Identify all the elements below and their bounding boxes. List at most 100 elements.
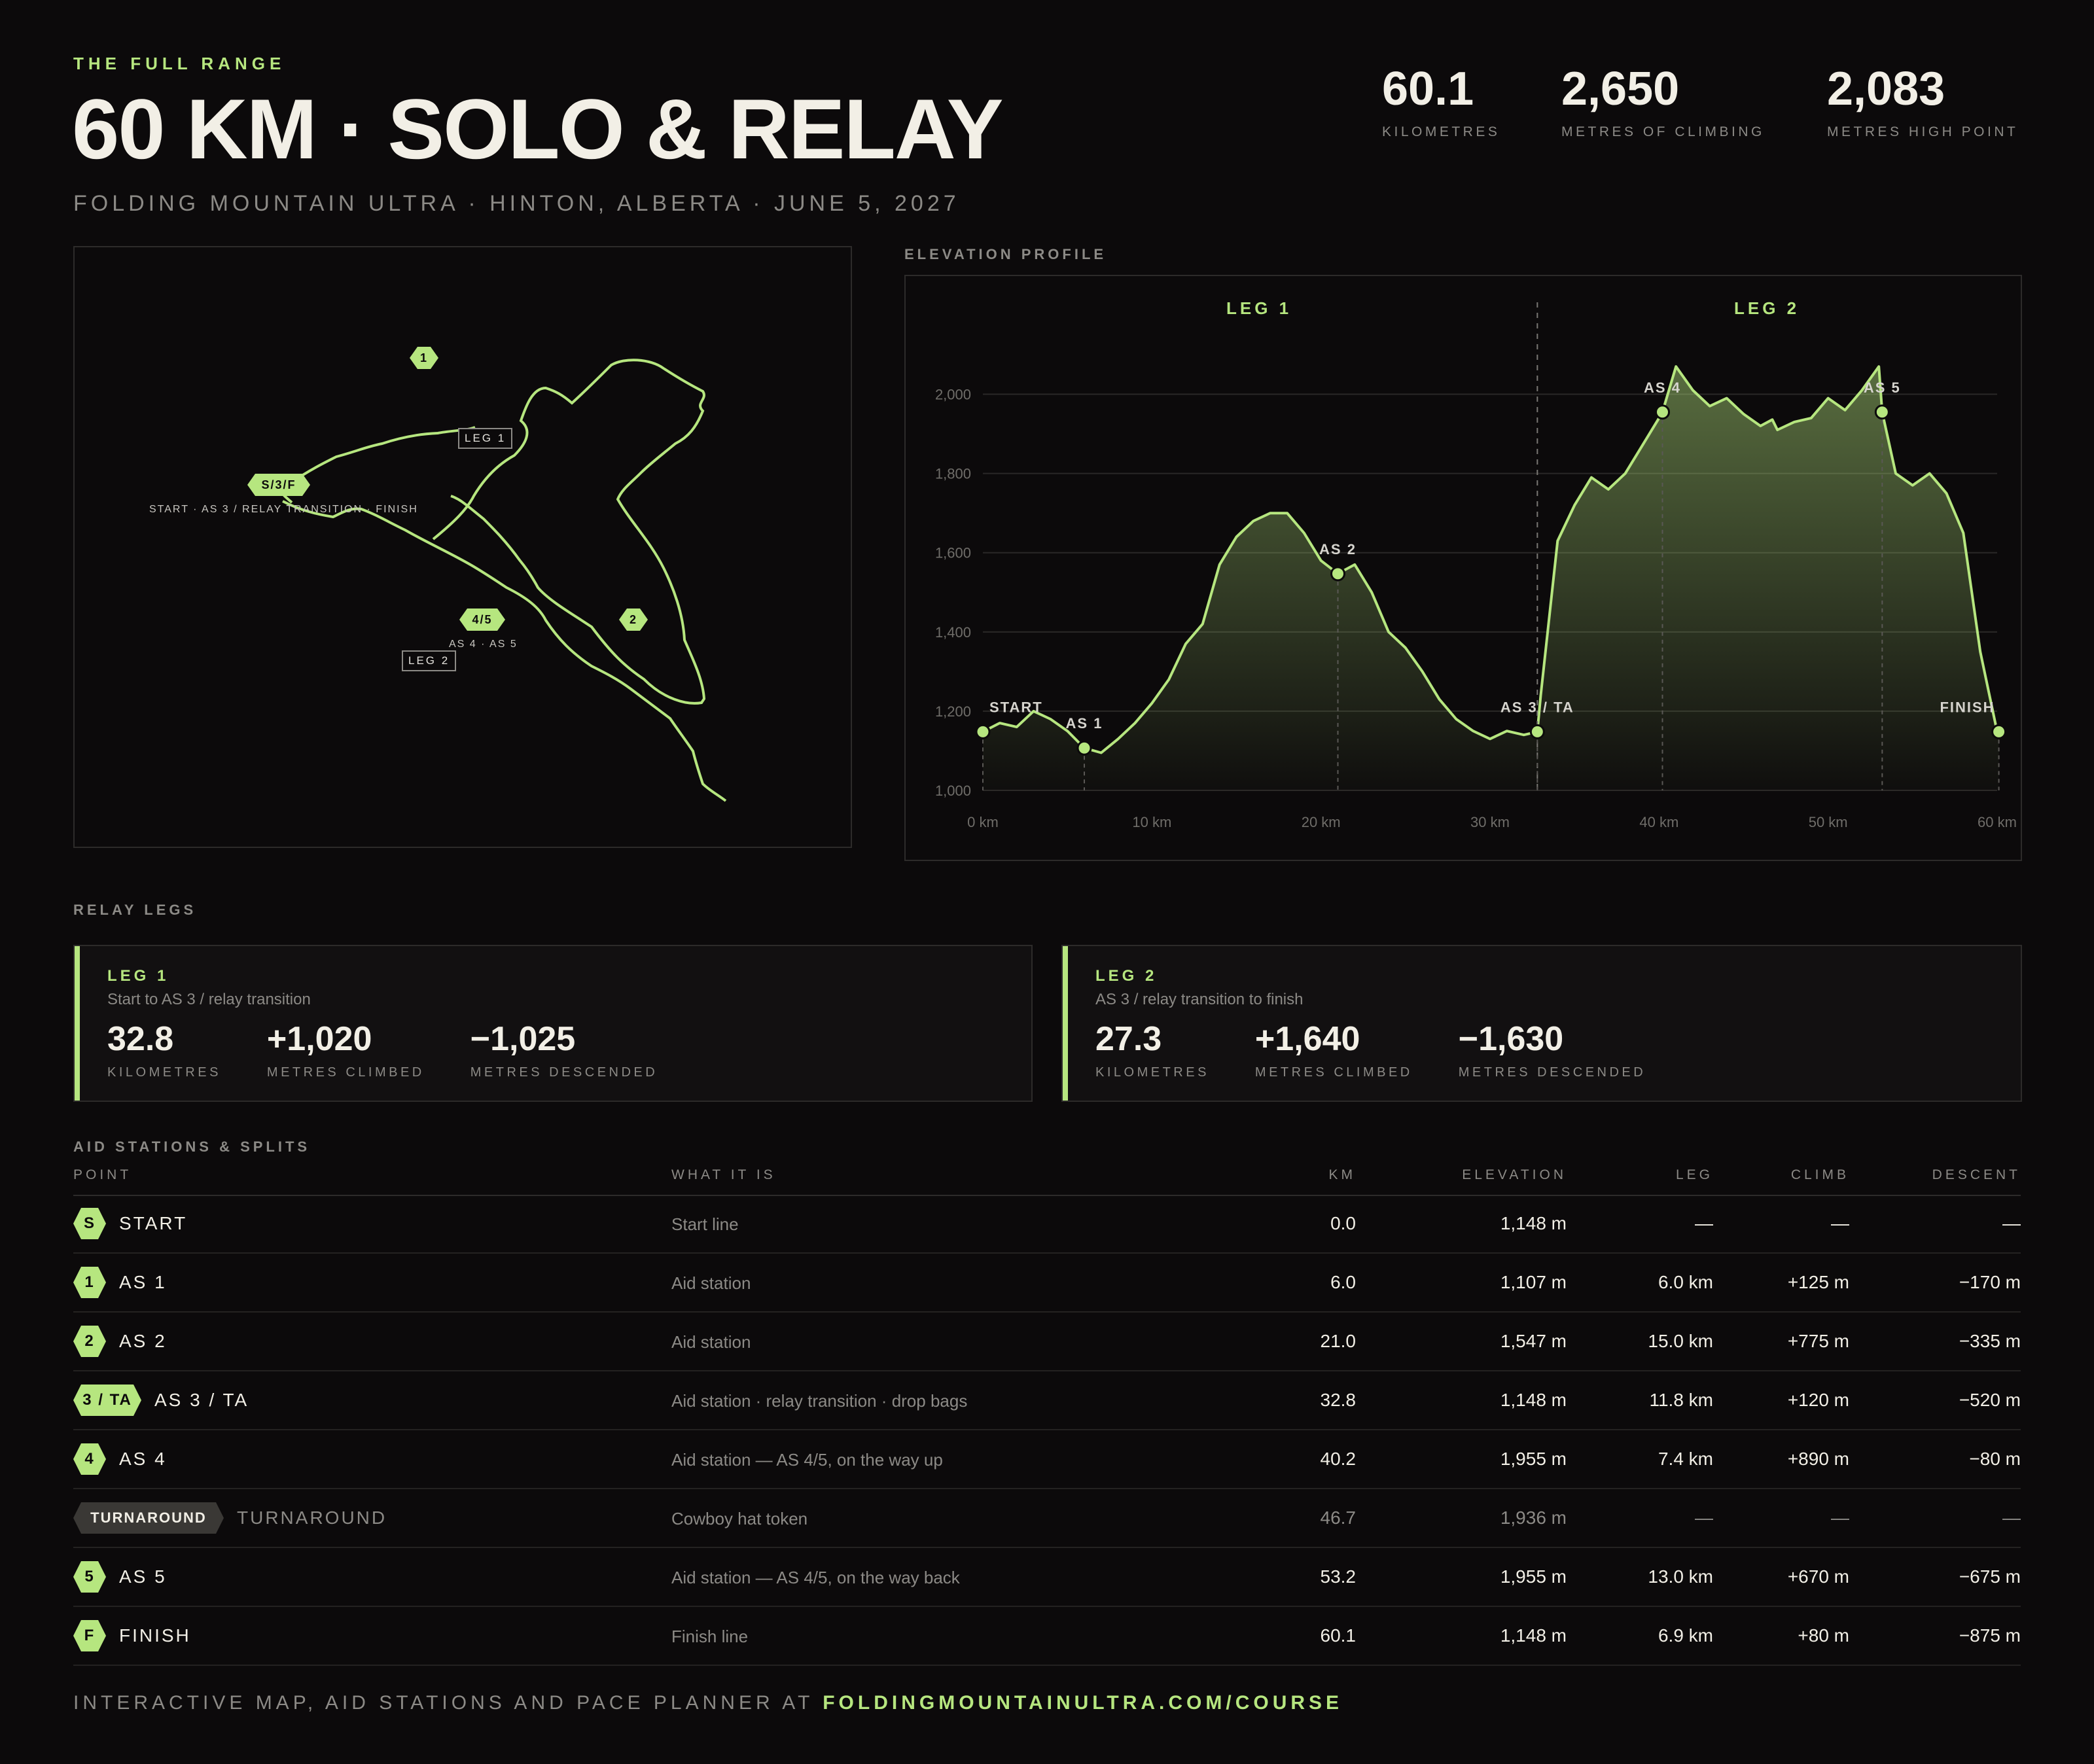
point-badge: TURNAROUND: [73, 1502, 224, 1534]
table-row[interactable]: 5 AS 5 Aid station — AS 4/5, on the way ba…: [73, 1548, 2021, 1607]
point-description: Aid station — AS 4/5, on the way up: [671, 1450, 943, 1470]
route-leg1-loop: [432, 359, 706, 705]
table-row[interactable]: S START Start line 0.0 1,148 m — — —: [73, 1195, 2021, 1254]
map-marker-start-finish[interactable]: S/3/F: [247, 474, 310, 496]
eyebrow: THE FULL RANGE: [73, 54, 286, 73]
relay-legs-label: RELAY LEGS: [73, 902, 197, 918]
stat-high-point: 2,083 METRES HIGH POINT: [1827, 65, 2018, 140]
card-accent-bar: [75, 946, 80, 1101]
point-description: Aid station: [671, 1273, 751, 1293]
y-tick-label: 2,000: [935, 387, 971, 403]
start-finish-caption: START · AS 3 / RELAY TRANSITION · FINISH: [149, 504, 418, 515]
card-stat-value: 32.8: [107, 1020, 174, 1058]
y-tick-label: 1,400: [935, 624, 971, 641]
x-tick-label: 10 km: [1132, 814, 1171, 830]
point-name: AS 5: [119, 1566, 167, 1587]
cell-elevation: 1,148 m: [1500, 1390, 1567, 1410]
cell-climb: —: [1831, 1213, 1849, 1233]
course-map[interactable]: 1 2 S/3/F 4/5 START · AS 3 / RELAY TRANS…: [73, 246, 852, 848]
point-name: START: [119, 1213, 188, 1233]
cell-descent: −80 m: [1969, 1449, 2021, 1469]
page-subtitle: FOLDING MOUNTAIN ULTRA · HINTON, ALBERTA…: [73, 191, 960, 216]
card-stat-value: +1,020: [266, 1020, 372, 1058]
aid-station-label: FINISH: [1940, 699, 1995, 715]
relay-card-leg1: LEG 1 Start to AS 3 / relay transition 3…: [73, 945, 1033, 1102]
point-badge: 3 / TA: [73, 1385, 141, 1416]
cell-km: 53.2: [1320, 1566, 1357, 1587]
cell-km: 40.2: [1320, 1449, 1357, 1469]
th-km: KM: [1328, 1167, 1356, 1182]
card-stat-value: 27.3: [1095, 1020, 1162, 1058]
x-tick-label: 30 km: [1470, 814, 1510, 830]
footer: INTERACTIVE MAP, AID STATIONS AND PACE P…: [73, 1692, 1343, 1714]
th-leg: LEG: [1675, 1167, 1713, 1182]
cell-km: 21.0: [1320, 1331, 1357, 1351]
th-climb: CLIMB: [1790, 1167, 1849, 1182]
card-stat-descent: −1,025 METRES DESCENDED: [470, 1022, 658, 1080]
cell-elevation: 1,148 m: [1500, 1625, 1567, 1646]
th-elevation: ELEVATION: [1462, 1167, 1567, 1182]
card-stat-label: METRES DESCENDED: [1458, 1065, 1646, 1080]
map-leg1-tag: LEG 1: [458, 428, 513, 449]
as45-caption: AS 4 · AS 5: [449, 639, 518, 650]
cell-km: 0.0: [1330, 1213, 1356, 1233]
cell-leg: 6.9 km: [1658, 1625, 1713, 1646]
map-leg2-tag: LEG 2: [402, 650, 457, 671]
card-stat-value: −1,630: [1458, 1020, 1564, 1058]
th-point: POINT: [73, 1167, 132, 1182]
aid-station-marker: [975, 724, 991, 739]
elevation-chart-panel[interactable]: START AS 1 AS 2 AS 3 / TA AS 4 AS 5 FINISH 1,0…: [904, 275, 2022, 861]
point-description: Cowboy hat token: [671, 1509, 808, 1528]
card-title: LEG 1: [107, 967, 169, 985]
x-tick-label: 40 km: [1639, 814, 1678, 830]
card-accent-bar: [1063, 946, 1068, 1101]
aid-station-label: AS 4: [1644, 379, 1681, 396]
aid-station-label: AS 2: [1319, 541, 1357, 557]
cell-km: 60.1: [1320, 1625, 1357, 1646]
cell-descent: −170 m: [1959, 1272, 2021, 1292]
map-marker-as45[interactable]: 4/5: [459, 609, 505, 631]
table-row[interactable]: 1 AS 1 Aid station 6.0 1,107 m 6.0 km +125 m −1…: [73, 1254, 2021, 1313]
card-stat-value: +1,640: [1254, 1020, 1360, 1058]
y-tick-label: 1,000: [935, 783, 971, 799]
card-stat-label: KILOMETRES: [1095, 1065, 1209, 1080]
elevation-label: ELEVATION PROFILE: [904, 246, 1107, 262]
table-row[interactable]: 3 / TA AS 3 / TA Aid station · relay trans…: [73, 1371, 2021, 1430]
card-stat-descent: −1,630 METRES DESCENDED: [1459, 1022, 1646, 1080]
x-tick-label: 20 km: [1302, 814, 1341, 830]
x-tick-label: 0 km: [967, 814, 999, 830]
cell-descent: −875 m: [1959, 1625, 2021, 1646]
cell-climb: —: [1831, 1508, 1849, 1528]
route-leg2-outback: [282, 500, 727, 802]
course-map-svg: [277, 359, 727, 802]
elevation-area: [983, 366, 1999, 790]
cell-elevation: 1,107 m: [1500, 1272, 1567, 1292]
cell-climb: +890 m: [1787, 1449, 1849, 1469]
cell-km: 46.7: [1320, 1508, 1357, 1528]
cell-elevation: 1,936 m: [1500, 1508, 1567, 1528]
aid-station-label: AS 3 / TA: [1500, 699, 1574, 715]
cell-descent: −675 m: [1959, 1566, 2021, 1587]
point-badge: 2: [73, 1326, 106, 1357]
aid-station-marker: [1330, 566, 1345, 582]
footer-link[interactable]: FOLDINGMOUNTAINULTRA.COM/COURSE: [823, 1692, 1343, 1714]
aid-station-label: START: [989, 699, 1043, 715]
cell-climb: +120 m: [1787, 1390, 1849, 1410]
chart-leg2-label: LEG 2: [1734, 298, 1800, 318]
table-row[interactable]: 4 AS 4 Aid station — AS 4/5, on the way up…: [73, 1430, 2021, 1489]
stat-label: METRES HIGH POINT: [1827, 124, 2019, 139]
point-description: Aid station · relay transition · drop ba…: [671, 1391, 968, 1411]
cell-climb: +125 m: [1787, 1272, 1849, 1292]
table-row[interactable]: 2 AS 2 Aid station 21.0 1,547 m 15.0 km +775 m…: [73, 1313, 2021, 1371]
stat-value: 60.1: [1382, 63, 1474, 115]
table-row[interactable]: TURNAROUND TURNAROUND Cowboy hat token 46.7…: [73, 1489, 2021, 1548]
table-row[interactable]: F FINISH Finish line 60.1 1,148 m 6.9 km +80 m…: [73, 1607, 2021, 1666]
aid-station-marker: [1529, 724, 1545, 739]
aid-station-label: AS 5: [1864, 379, 1901, 396]
aid-station-marker: [1874, 404, 1890, 420]
card-stat-climb: +1,020 METRES CLIMBED: [267, 1022, 425, 1080]
stat-climbing: 2,650 METRES OF CLIMBING: [1561, 65, 1765, 140]
card-stat-label: KILOMETRES: [107, 1065, 221, 1080]
th-what: WHAT IT IS: [671, 1167, 776, 1182]
elevation-chart: START AS 1 AS 2 AS 3 / TA AS 4 AS 5 FINISH 1,0…: [935, 302, 2017, 830]
